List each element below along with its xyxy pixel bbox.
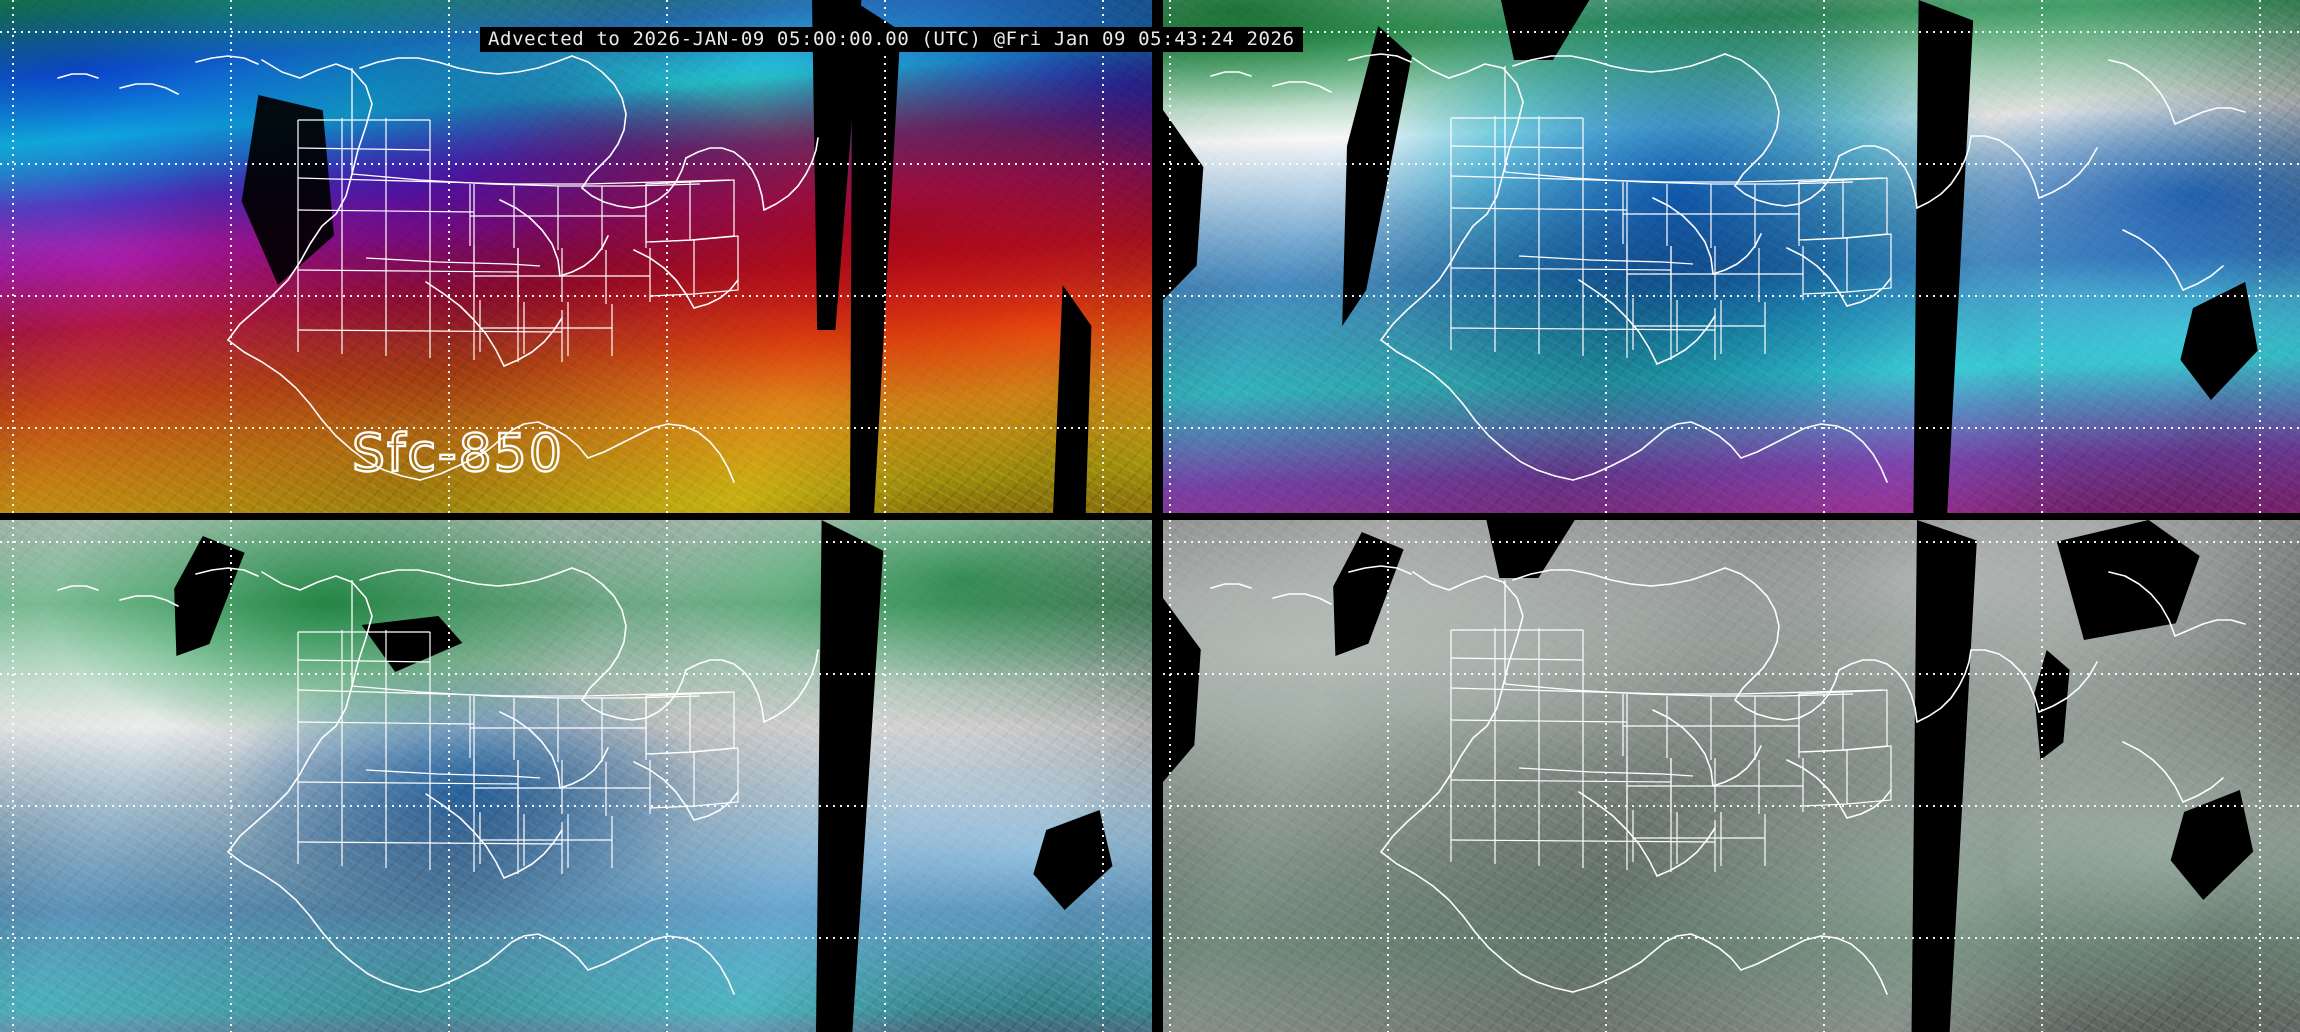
graticule-line-vertical	[230, 0, 232, 513]
panel-500-300[interactable]: 500-300	[1163, 520, 2300, 1032]
graticule-line-vertical	[448, 0, 450, 513]
panel-label-sfc-850: Sfc-850	[351, 424, 564, 484]
graticule-line-horizontal	[1163, 937, 2300, 939]
graticule-line-horizontal	[0, 541, 1152, 543]
graticule-line-horizontal	[1163, 541, 2300, 543]
graticule-line-vertical	[666, 520, 668, 1032]
graticule-line-vertical	[1823, 0, 1825, 513]
panel-700-500[interactable]: 700-500	[0, 520, 1152, 1032]
graticule-line-vertical	[230, 520, 232, 1032]
panel-sfc-850[interactable]: Sfc-850	[0, 0, 1152, 513]
graticule-line-vertical	[1605, 0, 1607, 513]
panel-850-700[interactable]: 850-700	[1163, 0, 2300, 513]
state-border-paths	[297, 630, 739, 874]
coastline-paths	[57, 567, 819, 995]
map-overlay	[1163, 0, 2300, 513]
state-border-paths	[1450, 628, 1892, 872]
coastline-paths	[57, 55, 819, 483]
graticule-line-vertical	[1823, 520, 1825, 1032]
graticule-line-horizontal	[0, 427, 1152, 429]
graticule-line-vertical	[12, 520, 14, 1032]
title-bar: Advected to 2026-JAN-09 05:00:00.00 (UTC…	[480, 27, 1303, 52]
graticule-line-vertical	[1169, 0, 1171, 513]
graticule-line-vertical	[2041, 0, 2043, 513]
graticule-line-horizontal	[0, 805, 1152, 807]
panel-divider-horizontal	[0, 513, 2300, 520]
scan-gap-wedge	[2056, 520, 2200, 640]
graticule-line-vertical	[2259, 0, 2261, 513]
graticule-line-vertical	[884, 0, 886, 513]
graticule-line-vertical	[12, 0, 14, 513]
graticule-line-vertical	[1169, 520, 1171, 1032]
graticule-line-vertical	[1102, 0, 1104, 513]
graticule-line-horizontal	[1163, 163, 2300, 165]
coastline-paths	[1210, 565, 2246, 995]
state-border-paths	[297, 118, 739, 362]
graticule-line-vertical	[1387, 520, 1389, 1032]
graticule-line-horizontal	[1163, 295, 2300, 297]
map-overlay	[1163, 520, 2300, 1032]
graticule-line-vertical	[2259, 520, 2261, 1032]
graticule-line-vertical	[1605, 520, 1607, 1032]
graticule-line-vertical	[2041, 520, 2043, 1032]
graticule-line-vertical	[1387, 0, 1389, 513]
graticule-line-horizontal	[1163, 805, 2300, 807]
graticule-line-horizontal	[0, 163, 1152, 165]
graticule-line-horizontal	[1163, 673, 2300, 675]
map-overlay	[0, 0, 1152, 513]
state-border-paths	[1450, 116, 1892, 360]
graticule-line-vertical	[448, 520, 450, 1032]
political-border-paths	[297, 68, 731, 267]
graticule-line-vertical	[1102, 520, 1104, 1032]
coastline-paths	[1210, 53, 2246, 483]
graticule-line-horizontal	[1163, 427, 2300, 429]
graticule-line-vertical	[666, 0, 668, 513]
political-border-paths	[297, 580, 731, 779]
map-overlay	[0, 520, 1152, 1032]
graticule-line-horizontal	[0, 295, 1152, 297]
graticule-line-horizontal	[0, 937, 1152, 939]
graticule-line-horizontal	[1163, 31, 2300, 33]
title-text: Advected to 2026-JAN-09 05:00:00.00 (UTC…	[488, 28, 1295, 50]
graticule-line-vertical	[884, 520, 886, 1032]
graticule-line-horizontal	[0, 673, 1152, 675]
